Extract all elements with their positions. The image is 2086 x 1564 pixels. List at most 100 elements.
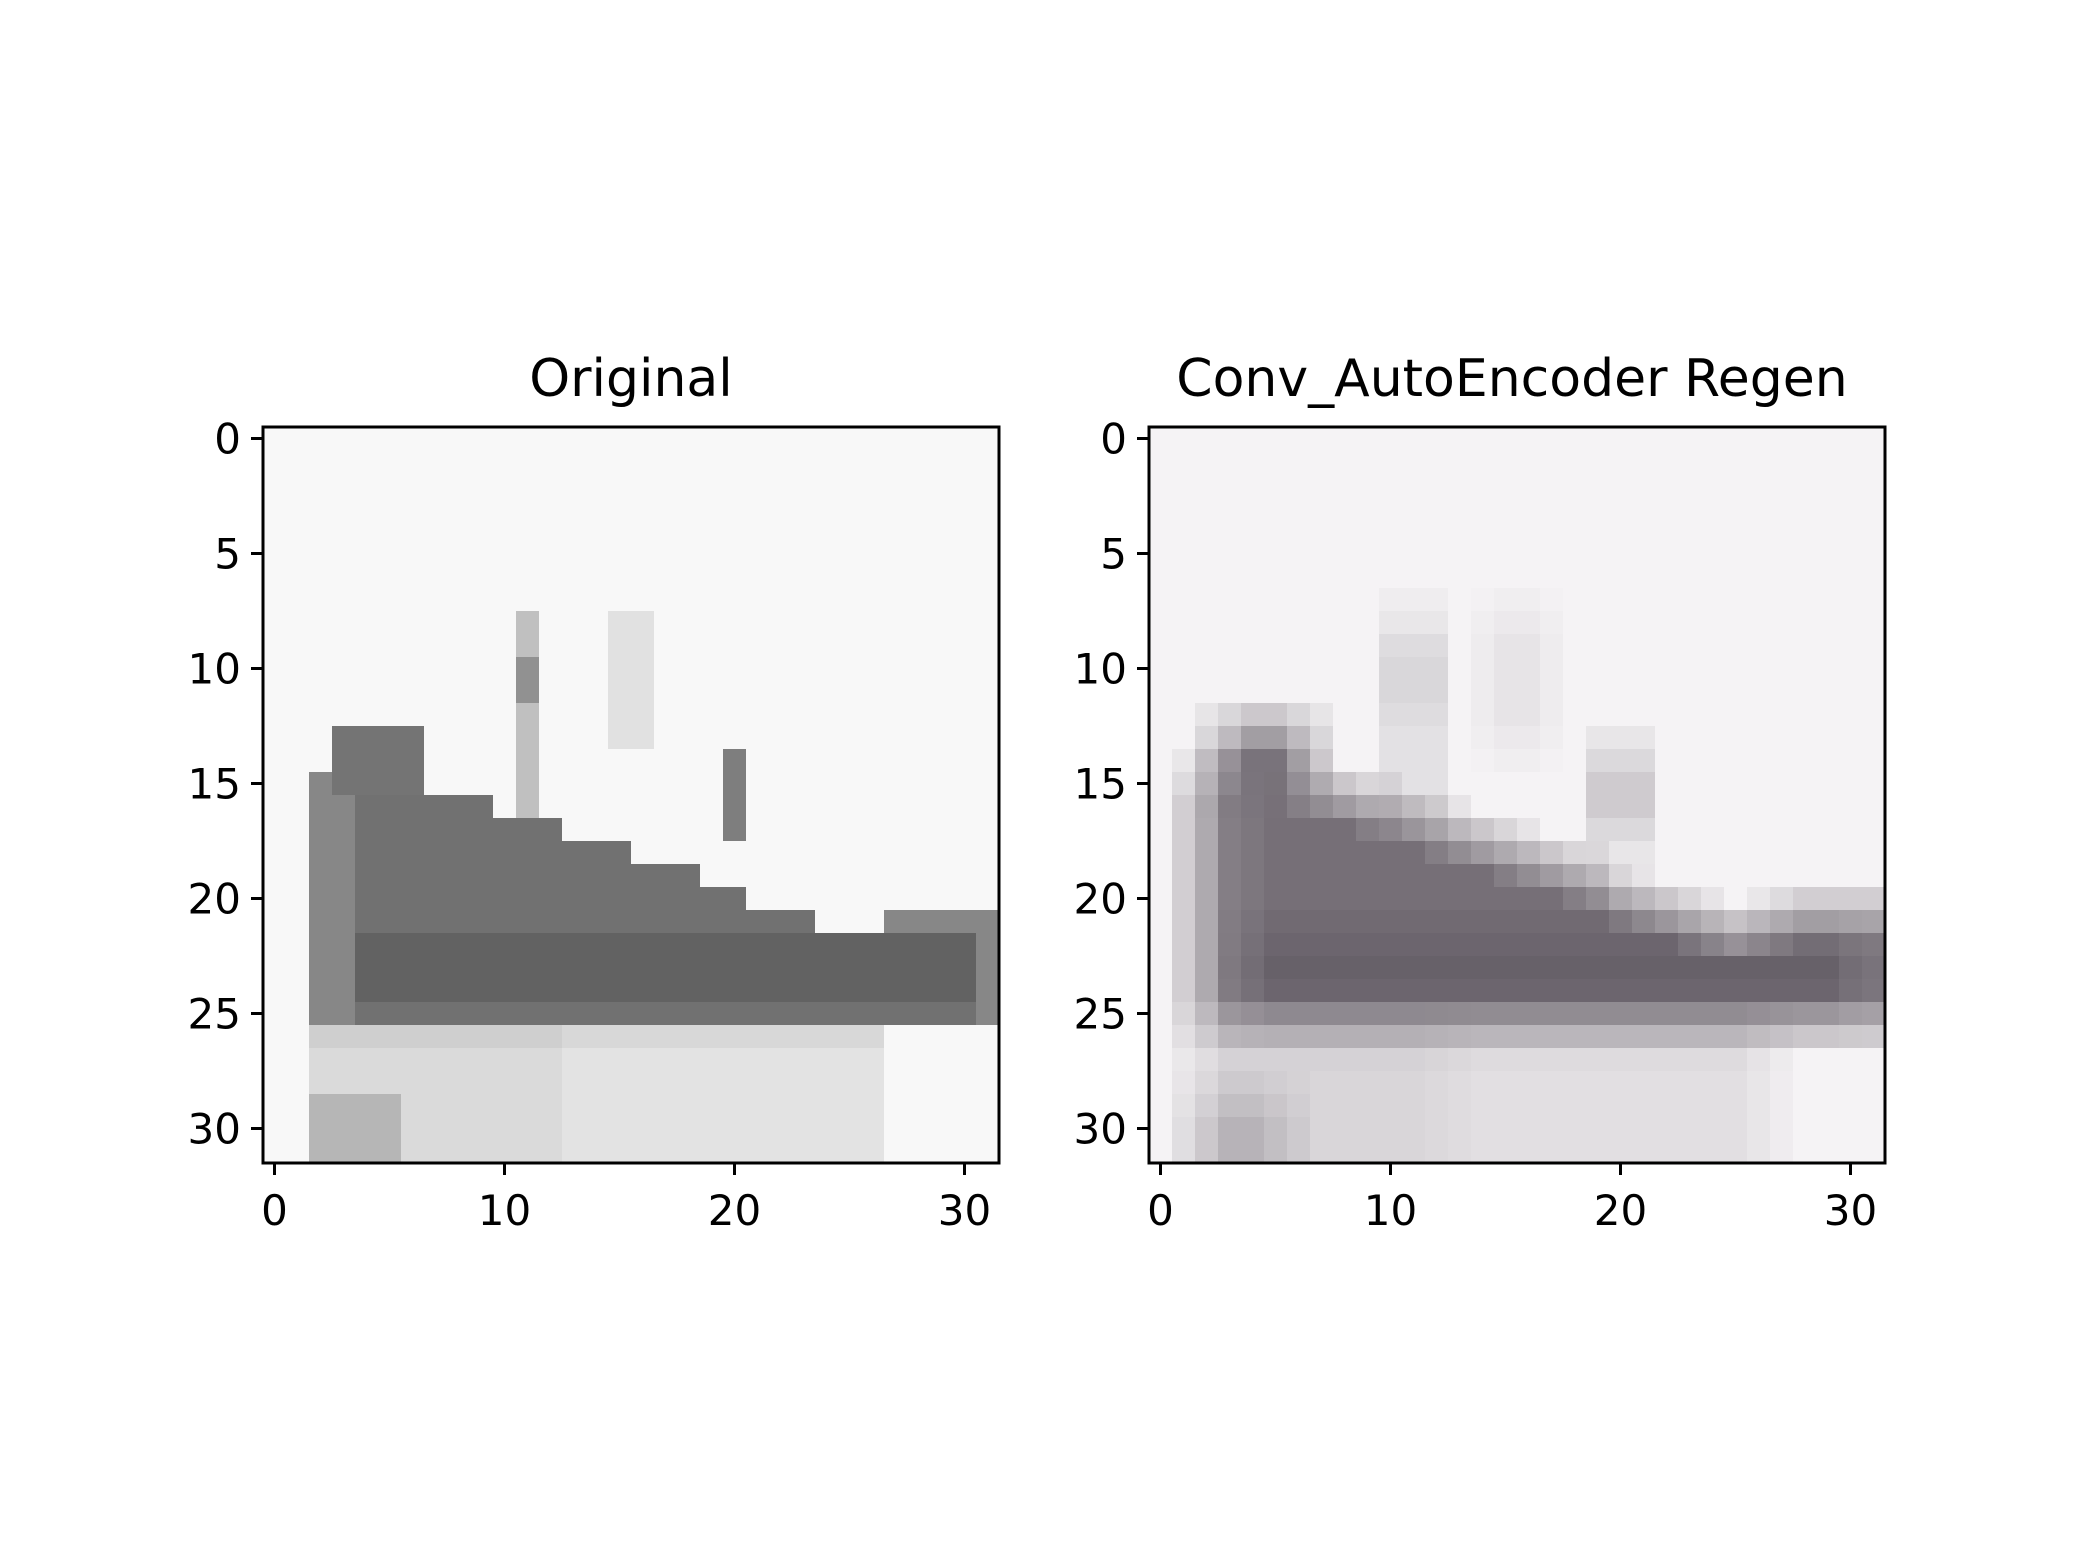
image-pixel — [1149, 795, 1173, 819]
image-pixel — [1172, 772, 1196, 796]
image-pixel — [447, 818, 471, 842]
image-pixel — [1793, 795, 1817, 819]
image-pixel — [424, 887, 448, 911]
image-pixel — [585, 611, 609, 635]
image-pixel — [1379, 979, 1403, 1003]
image-pixel — [769, 1025, 793, 1049]
image-pixel — [1218, 1071, 1242, 1095]
image-pixel — [1770, 795, 1794, 819]
image-pixel — [1241, 1140, 1265, 1164]
image-pixel — [976, 1140, 1000, 1164]
image-pixel — [1195, 818, 1219, 842]
image-pixel — [1310, 1140, 1334, 1164]
image-pixel — [1149, 1094, 1173, 1118]
image-pixel — [516, 450, 540, 474]
image-pixel — [1356, 1117, 1380, 1141]
image-pixel — [815, 910, 839, 934]
image-pixel — [1701, 933, 1725, 957]
image-pixel — [1264, 680, 1288, 704]
x-tick-label: 30 — [1824, 1186, 1877, 1235]
image-pixel — [539, 1071, 563, 1095]
image-pixel — [516, 634, 540, 658]
image-pixel — [1494, 565, 1518, 589]
image-pixel — [1609, 680, 1633, 704]
image-pixel — [700, 1071, 724, 1095]
image-pixel — [585, 726, 609, 750]
image-pixel — [286, 910, 310, 934]
image-pixel — [1747, 1140, 1771, 1164]
image-pixel — [516, 565, 540, 589]
image-pixel — [1448, 864, 1472, 888]
image-pixel — [539, 726, 563, 750]
image-pixel — [1425, 956, 1449, 980]
image-pixel — [585, 519, 609, 543]
image-pixel — [953, 910, 977, 934]
image-pixel — [1517, 1094, 1541, 1118]
image-pixel — [1793, 473, 1817, 497]
image-pixel — [1586, 588, 1610, 612]
image-pixel — [378, 887, 402, 911]
image-pixel — [1793, 703, 1817, 727]
image-pixel — [1770, 818, 1794, 842]
image-pixel — [1724, 1094, 1748, 1118]
image-pixel — [355, 565, 379, 589]
image-pixel — [884, 979, 908, 1003]
image-pixel — [1264, 1140, 1288, 1164]
image-pixel — [355, 933, 379, 957]
image-pixel — [1586, 749, 1610, 773]
image-pixel — [1586, 450, 1610, 474]
image-pixel — [1310, 519, 1334, 543]
image-pixel — [1609, 749, 1633, 773]
image-pixel — [1333, 1048, 1357, 1072]
image-pixel — [700, 726, 724, 750]
image-pixel — [447, 588, 471, 612]
image-pixel — [332, 979, 356, 1003]
image-pixel — [677, 611, 701, 635]
image-pixel — [539, 542, 563, 566]
image-pixel — [1218, 519, 1242, 543]
image-pixel — [1586, 703, 1610, 727]
image-pixel — [654, 772, 678, 796]
image-pixel — [1379, 703, 1403, 727]
image-pixel — [1678, 841, 1702, 865]
image-pixel — [1701, 1025, 1725, 1049]
image-pixel — [562, 657, 586, 681]
image-pixel — [907, 657, 931, 681]
image-pixel — [332, 818, 356, 842]
image-pixel — [677, 956, 701, 980]
image-pixel — [332, 864, 356, 888]
image-pixel — [723, 1117, 747, 1141]
image-pixel — [907, 427, 931, 451]
image-pixel — [1264, 818, 1288, 842]
image-pixel — [1379, 1094, 1403, 1118]
panel-title: Original — [529, 349, 732, 409]
image-pixel — [884, 611, 908, 635]
image-pixel — [378, 1002, 402, 1026]
image-pixel — [1356, 680, 1380, 704]
image-pixel — [516, 1117, 540, 1141]
image-pixel — [976, 450, 1000, 474]
image-pixel — [884, 634, 908, 658]
image-pixel — [654, 1140, 678, 1164]
image-pixel — [1172, 1048, 1196, 1072]
image-pixel — [884, 1025, 908, 1049]
image-pixel — [723, 818, 747, 842]
image-pixel — [562, 1094, 586, 1118]
image-pixel — [1609, 611, 1633, 635]
image-pixel — [1379, 864, 1403, 888]
image-pixel — [1172, 450, 1196, 474]
image-pixel — [516, 749, 540, 773]
image-pixel — [1356, 519, 1380, 543]
image-pixel — [907, 1025, 931, 1049]
image-pixel — [1333, 450, 1357, 474]
image-pixel — [815, 956, 839, 980]
image-pixel — [1379, 565, 1403, 589]
image-pixel — [815, 795, 839, 819]
image-pixel — [1448, 1025, 1472, 1049]
image-pixel — [884, 841, 908, 865]
image-pixel — [332, 795, 356, 819]
image-pixel — [1402, 496, 1426, 520]
image-pixel — [585, 910, 609, 934]
image-pixel — [1333, 680, 1357, 704]
image-pixel — [976, 634, 1000, 658]
